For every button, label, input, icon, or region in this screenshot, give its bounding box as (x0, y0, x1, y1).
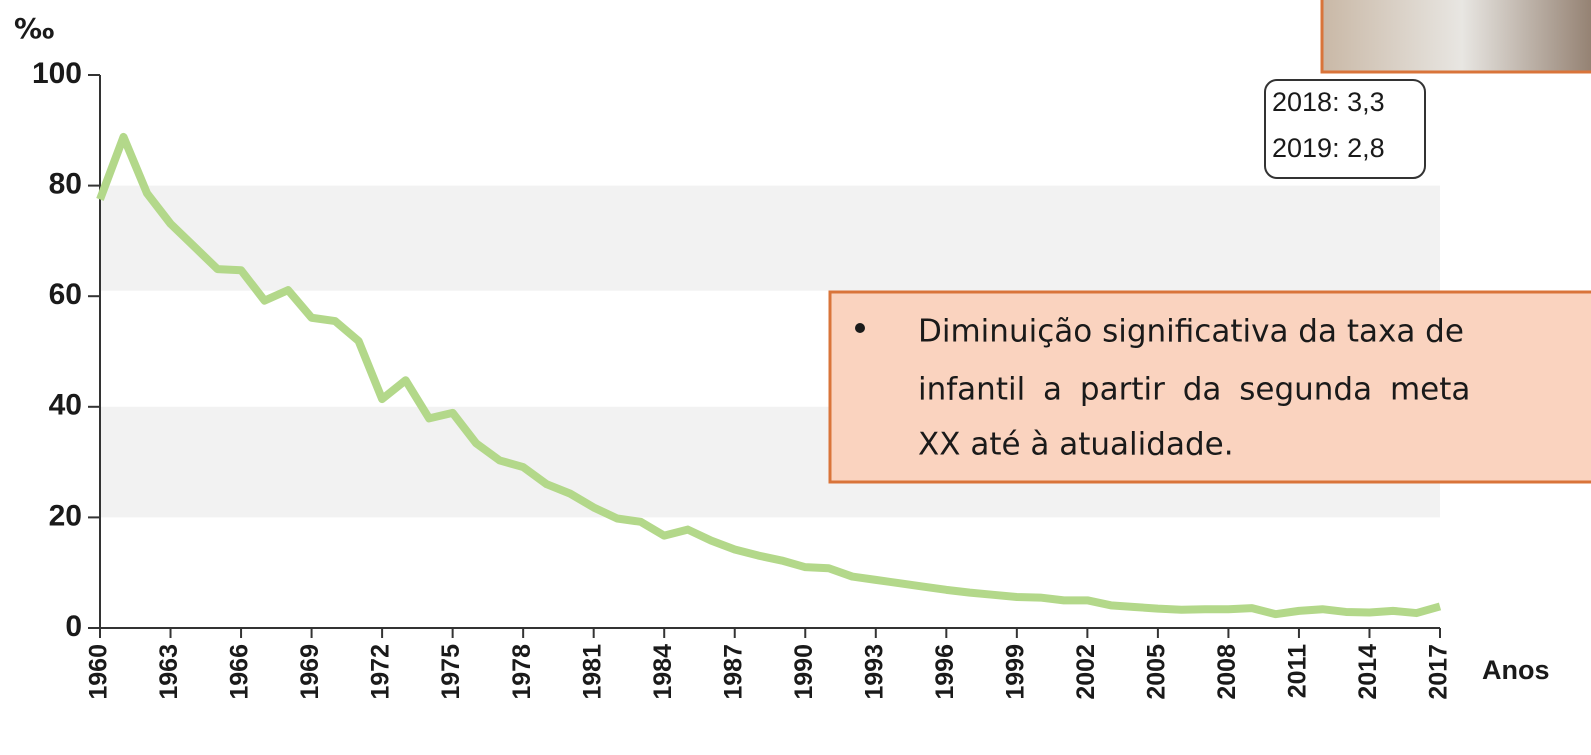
annotation: 2018: 3,3 (1272, 87, 1385, 117)
line (96, 132, 1442, 619)
x-tick-label: 1963 (155, 644, 183, 700)
webcam-thumbnail (1320, 0, 1591, 74)
x-tick-label: 1972 (367, 644, 395, 700)
x-tick-label: 2011 (1284, 644, 1312, 698)
annotation: 2019: 2,8 (1272, 133, 1385, 163)
y-axis-label: ‰ (14, 12, 54, 45)
callout-text: Diminuição significativa da taxa de (918, 314, 1464, 350)
shaded-band (100, 185, 1440, 291)
callout-box (828, 290, 1591, 484)
x-tick-label: 1966 (226, 644, 254, 700)
annotation-box (1264, 79, 1426, 179)
x-tick-label: 2017 (1425, 644, 1453, 700)
x-tick-label: 1984 (649, 644, 677, 700)
y-tick-label: 60 (49, 278, 82, 311)
y-tick-label: 40 (49, 389, 82, 422)
y-tick-label: 80 (49, 168, 82, 201)
x-tick-label: 1999 (1001, 644, 1029, 700)
x-tick-label: 1990 (790, 644, 818, 700)
plot: 0 20 40 60 80 100 1960 1963 1966 1969 1972 1975 1978… (32, 57, 1453, 700)
bullet (855, 323, 865, 333)
x-tick-label: 2005 (1143, 644, 1171, 700)
x-tick-label: 2014 (1354, 644, 1382, 700)
x-tick-label: 1993 (860, 644, 888, 700)
x-tick-label: 1960 (85, 644, 113, 700)
callout-text: XX até à atualidade. (918, 427, 1234, 463)
x-axis-label: Anos (1482, 655, 1550, 685)
x-tick-label: 1978 (508, 644, 536, 700)
x-tick-label: 1996 (931, 644, 959, 700)
callout-text: infantil a partir da segunda meta (918, 372, 1470, 408)
x-tick-label: 1981 (578, 644, 606, 700)
x-tick-label: 2002 (1072, 644, 1100, 700)
x-tick-label: 2008 (1213, 644, 1241, 700)
y-tick-label: 0 (65, 610, 82, 643)
y-tick-label: 20 (49, 499, 82, 532)
y-tick-label: 100 (32, 57, 82, 90)
x-tick-label: 1975 (437, 644, 465, 700)
x-tick-label: 1969 (296, 644, 324, 700)
x-tick-label: 1987 (719, 644, 747, 700)
